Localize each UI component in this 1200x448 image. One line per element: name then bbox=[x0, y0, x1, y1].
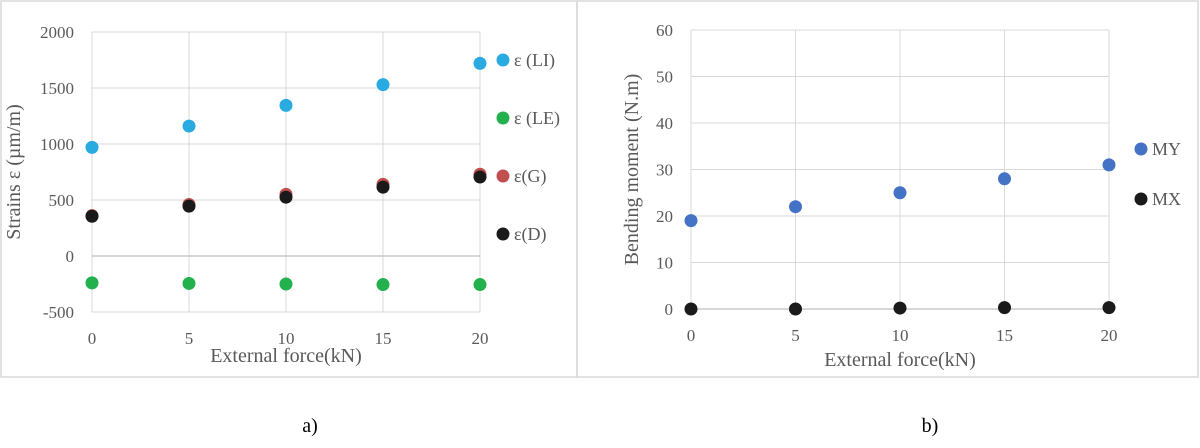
data-point bbox=[85, 276, 99, 290]
data-point bbox=[85, 140, 99, 154]
data-point bbox=[376, 78, 390, 92]
y-tick-label: -500 bbox=[43, 303, 74, 322]
y-tick-label: 40 bbox=[656, 114, 673, 133]
data-point bbox=[279, 98, 293, 112]
legend-marker bbox=[1134, 142, 1148, 156]
legend-label: MY bbox=[1152, 139, 1181, 159]
legend-marker bbox=[496, 53, 510, 67]
data-point bbox=[182, 119, 196, 133]
y-tick-label: 30 bbox=[656, 161, 673, 180]
data-point bbox=[998, 172, 1011, 186]
x-tick-label: 0 bbox=[687, 326, 696, 345]
data-point bbox=[789, 302, 802, 316]
data-point bbox=[279, 277, 293, 291]
y-tick-label: 0 bbox=[66, 247, 75, 266]
legend-label: ε (LI) bbox=[514, 50, 555, 71]
x-axis-label: External force(kN) bbox=[210, 345, 362, 367]
data-point bbox=[182, 199, 196, 213]
data-point bbox=[85, 209, 99, 223]
x-tick-label: 5 bbox=[185, 329, 194, 348]
x-axis-label: External force(kN) bbox=[824, 349, 976, 371]
legend-marker bbox=[1134, 192, 1148, 206]
data-point bbox=[893, 186, 907, 200]
x-tick-label: 10 bbox=[892, 326, 909, 345]
data-point bbox=[998, 301, 1011, 315]
x-tick-label: 20 bbox=[472, 329, 489, 348]
x-tick-label: 20 bbox=[1101, 326, 1118, 345]
y-tick-label: 2000 bbox=[40, 23, 74, 42]
data-point bbox=[182, 276, 196, 290]
legend-marker bbox=[496, 227, 510, 241]
legend-marker bbox=[496, 111, 510, 125]
y-tick-label: 20 bbox=[656, 207, 673, 226]
legend-label: ε (LE) bbox=[514, 108, 560, 129]
y-tick-label: 500 bbox=[49, 191, 75, 210]
data-point bbox=[1102, 301, 1116, 315]
y-tick-label: 10 bbox=[656, 254, 673, 273]
data-point bbox=[789, 200, 802, 214]
y-tick-label: 50 bbox=[656, 68, 673, 87]
data-point bbox=[684, 214, 698, 228]
data-point bbox=[279, 190, 293, 204]
x-tick-label: 5 bbox=[791, 326, 800, 345]
data-point bbox=[893, 301, 907, 315]
legend-label: ε(D) bbox=[514, 224, 547, 245]
legend-label: MX bbox=[1152, 189, 1181, 209]
y-tick-label: 1000 bbox=[40, 135, 74, 154]
data-point bbox=[473, 170, 487, 184]
x-tick-label: 15 bbox=[996, 326, 1013, 345]
data-point bbox=[473, 56, 487, 70]
y-tick-label: 0 bbox=[665, 300, 674, 319]
legend-marker bbox=[496, 169, 510, 183]
data-point bbox=[684, 302, 698, 316]
caption-a: a) bbox=[302, 415, 318, 437]
x-tick-label: 10 bbox=[278, 329, 295, 348]
caption-b: b) bbox=[922, 415, 939, 437]
legend-label: ε(G) bbox=[514, 166, 547, 187]
data-point bbox=[473, 278, 487, 292]
y-axis-label: Strains ε (µm/m) bbox=[3, 104, 25, 239]
data-point bbox=[376, 278, 390, 292]
chart-b-bending-moment: 0 5 10 15 20 0 10 20 30 40 50 60 External force(kN) B… bbox=[621, 21, 1181, 371]
y-axis-label: Bending moment (N.m) bbox=[621, 74, 643, 266]
y-tick-label: 1500 bbox=[40, 79, 74, 98]
chart-a-strains: 0 5 10 15 20 -500 0 500 1000 1500 2000 External for… bbox=[3, 23, 560, 367]
panel-b-frame bbox=[576, 0, 1199, 378]
x-tick-label: 15 bbox=[375, 329, 392, 348]
y-tick-label: 60 bbox=[656, 21, 673, 40]
data-point bbox=[1102, 158, 1116, 172]
data-point bbox=[376, 180, 390, 194]
x-tick-label: 0 bbox=[88, 329, 97, 348]
